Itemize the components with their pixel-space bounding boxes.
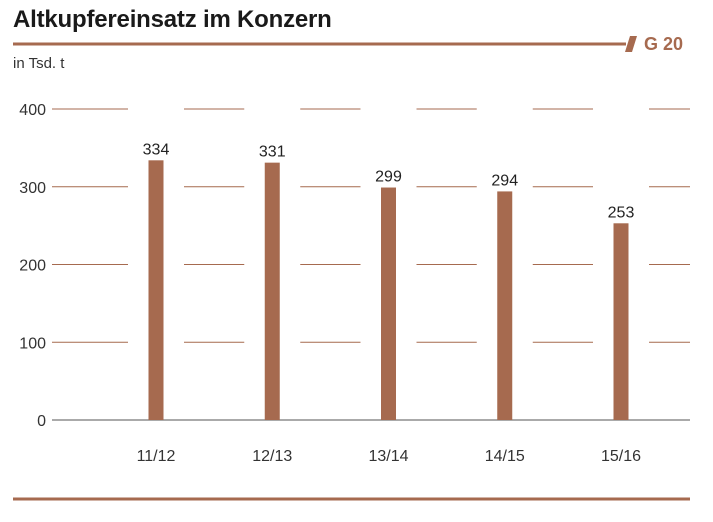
y-axis-ticks: 0 100 200 300 400 (19, 102, 46, 430)
title-slash (625, 36, 637, 52)
figure-number: G 20 (644, 34, 684, 54)
bars (148, 160, 629, 420)
data-labels: 334 331 299 294 253 (143, 141, 635, 221)
y-tick-label: 100 (19, 335, 46, 352)
bar (497, 191, 513, 420)
bar-value-label: 299 (375, 169, 402, 186)
bar (381, 187, 396, 420)
chart-unit-subtitle: in Tsd. t (13, 55, 65, 72)
bar-value-label: 294 (491, 172, 518, 189)
gridlines (52, 108, 690, 421)
y-tick-label: 300 (19, 180, 46, 197)
x-tick-label: 15/16 (601, 448, 641, 465)
x-tick-label: 13/14 (368, 448, 408, 465)
bar (264, 162, 280, 420)
bar (613, 223, 629, 420)
y-tick-label: 0 (37, 413, 46, 430)
x-tick-label: 14/15 (485, 448, 525, 465)
y-tick-label: 400 (19, 102, 46, 119)
y-tick-label: 200 (19, 258, 46, 275)
x-tick-label: 11/12 (137, 448, 176, 465)
bar-value-label: 334 (143, 141, 170, 158)
bar-value-label: 253 (608, 204, 635, 221)
bar-value-label: 331 (259, 144, 286, 161)
bar (148, 160, 164, 420)
chart-title: Altkupfereinsatz im Konzern (13, 6, 332, 33)
x-axis-ticks: 11/12 12/13 13/14 14/15 15/16 (137, 448, 642, 465)
x-tick-label: 12/13 (252, 448, 292, 465)
